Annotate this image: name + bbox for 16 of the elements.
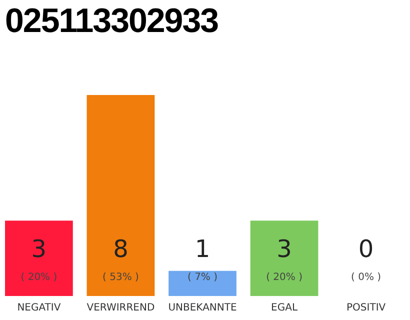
data-label: 8 bbox=[113, 235, 128, 263]
x-tick-label: VERWIRREND bbox=[86, 302, 155, 314]
chart-title: 025113302933 bbox=[5, 2, 218, 41]
annotation: ( 53% ) bbox=[102, 272, 140, 283]
data-label: 3 bbox=[31, 235, 47, 263]
annotation: ( 7% ) bbox=[187, 272, 218, 283]
x-tick-label: EGAL bbox=[271, 302, 298, 314]
annotation: ( 0% ) bbox=[351, 272, 382, 283]
x-tick-label: NEGATIV bbox=[17, 302, 61, 314]
data-label: 1 bbox=[194, 235, 210, 263]
data-label: 0 bbox=[358, 235, 374, 263]
data-label: 3 bbox=[276, 235, 292, 263]
x-tick-label: UNBEKANNTE bbox=[168, 302, 237, 314]
annotation: ( 20% ) bbox=[266, 272, 303, 283]
x-tick-label: POSITIV bbox=[346, 302, 386, 314]
annotation: ( 20% ) bbox=[20, 272, 58, 283]
